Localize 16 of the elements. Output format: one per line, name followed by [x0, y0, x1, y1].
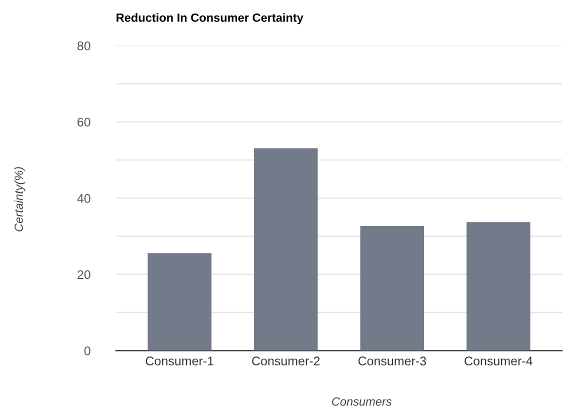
bar	[148, 253, 212, 351]
y-tick-label: 60	[78, 118, 90, 127]
bar	[254, 148, 318, 351]
bar	[360, 226, 424, 351]
y-tick-label: 20	[78, 270, 90, 280]
x-tick-label: Consumer-1	[146, 356, 214, 366]
y-tick-label: 80	[77, 41, 90, 50]
y-tick-label: 0	[84, 346, 90, 356]
y-tick-label: 40	[77, 194, 90, 203]
x-axis-title: Consumers	[332, 397, 392, 406]
bar	[466, 222, 530, 351]
x-tick-label: Consumer-4	[464, 356, 532, 366]
x-tick-label: Consumer-2	[252, 356, 320, 366]
x-tick-label: Consumer-3	[358, 356, 426, 366]
y-axis-title: Certainty(%)	[14, 167, 26, 232]
chart-title: Reduction In Consumer Certainty	[116, 13, 304, 24]
